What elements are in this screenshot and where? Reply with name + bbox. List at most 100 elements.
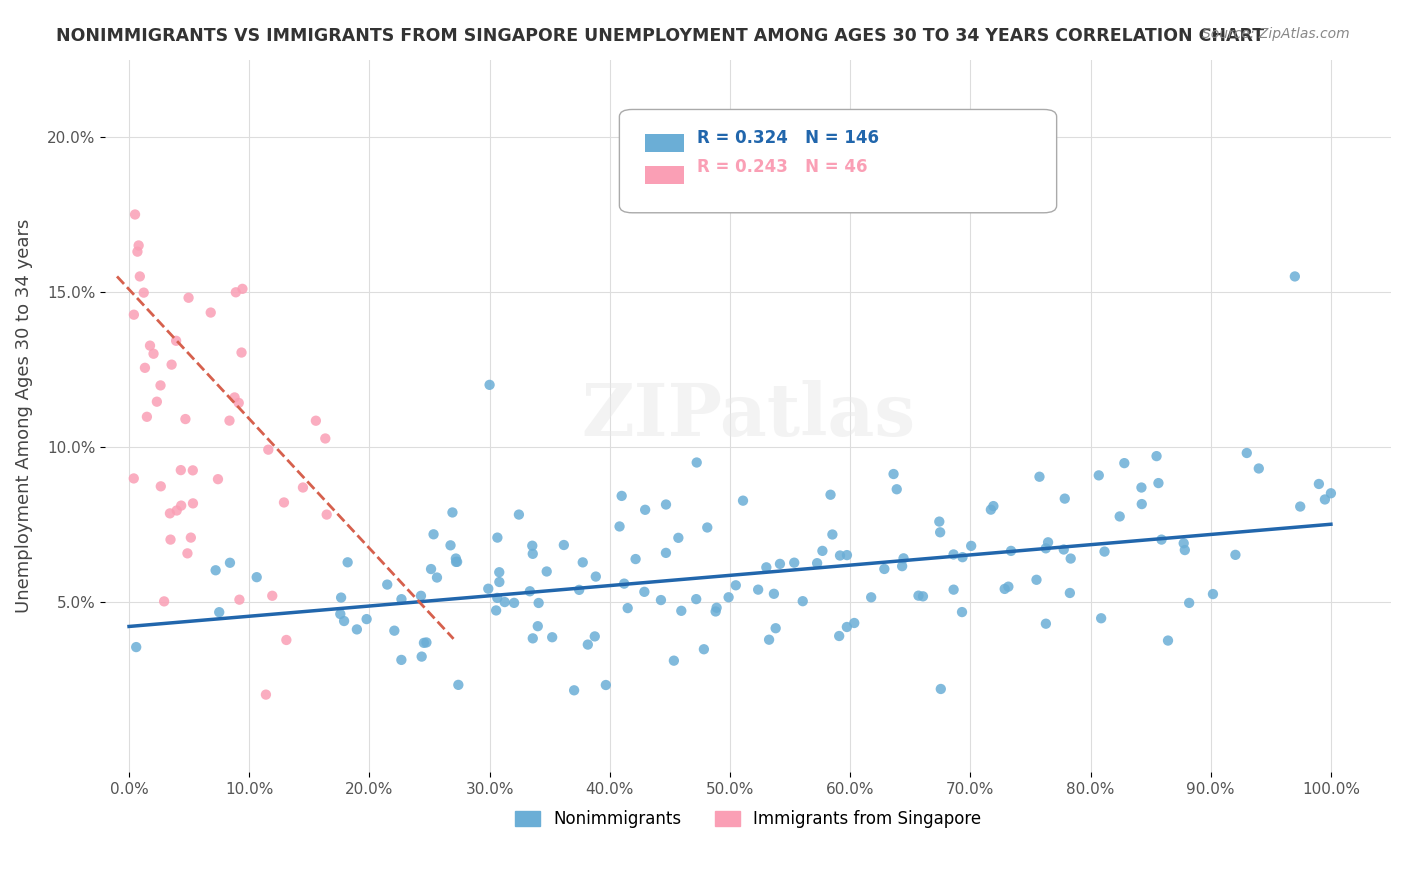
Point: [125, 640, 148, 654]
Point: [477, 582, 499, 596]
Point: [526, 619, 548, 633]
Point: [952, 550, 974, 565]
Point: [1146, 449, 1168, 463]
Point: [329, 607, 352, 621]
Point: [765, 621, 787, 635]
Point: [315, 508, 337, 522]
Point: [1035, 616, 1057, 631]
Point: [821, 527, 844, 541]
Point: [228, 592, 250, 607]
Point: [441, 506, 464, 520]
Point: [219, 556, 242, 570]
Point: [333, 614, 356, 628]
Point: [1147, 476, 1170, 491]
Point: [671, 604, 693, 618]
Point: [165, 334, 187, 348]
Point: [330, 591, 353, 605]
Point: [128, 269, 150, 284]
Point: [177, 291, 200, 305]
Point: [128, 238, 150, 252]
Point: [1150, 533, 1173, 547]
Point: [553, 538, 575, 552]
Point: [1025, 573, 1047, 587]
Point: [980, 502, 1002, 516]
Point: [844, 615, 866, 630]
Point: [997, 580, 1019, 594]
Point: [159, 507, 181, 521]
Point: [1313, 492, 1336, 507]
Point: [1157, 633, 1180, 648]
Point: [127, 244, 149, 259]
Point: [706, 600, 728, 615]
Point: [444, 555, 467, 569]
Point: [696, 520, 718, 534]
Point: [446, 555, 468, 569]
Point: [444, 551, 467, 566]
Point: [893, 551, 915, 566]
Point: [488, 574, 510, 589]
Point: [811, 544, 834, 558]
Point: [828, 629, 851, 643]
Point: [382, 624, 405, 638]
Point: [254, 688, 277, 702]
Point: [153, 594, 176, 608]
Point: [747, 582, 769, 597]
Point: [595, 678, 617, 692]
Point: [170, 499, 193, 513]
Point: [610, 489, 633, 503]
Point: [806, 556, 828, 570]
Point: [1308, 477, 1330, 491]
Point: [447, 678, 470, 692]
Point: [1178, 596, 1201, 610]
Text: R = 0.324   N = 146: R = 0.324 N = 146: [696, 129, 879, 147]
Point: [724, 578, 747, 592]
Point: [571, 555, 593, 569]
Point: [783, 556, 806, 570]
Point: [305, 414, 328, 428]
Point: [200, 305, 222, 319]
Point: [262, 589, 284, 603]
Point: [159, 533, 181, 547]
Point: [1087, 468, 1109, 483]
Point: [174, 412, 197, 426]
Point: [960, 539, 983, 553]
Point: [1000, 544, 1022, 558]
Point: [1225, 548, 1247, 562]
Y-axis label: Unemployment Among Ages 30 to 34 years: Unemployment Among Ages 30 to 34 years: [15, 219, 32, 613]
Point: [616, 601, 638, 615]
Point: [568, 582, 591, 597]
Point: [655, 546, 678, 560]
Point: [907, 589, 929, 603]
Point: [1060, 551, 1083, 566]
Point: [413, 636, 436, 650]
Point: [1090, 611, 1112, 625]
Point: [1053, 542, 1076, 557]
Point: [149, 479, 172, 493]
Point: [149, 378, 172, 392]
Point: [650, 593, 672, 607]
Point: [1059, 586, 1081, 600]
Point: [1036, 535, 1059, 549]
Point: [420, 562, 443, 576]
Point: [224, 391, 246, 405]
Point: [519, 584, 541, 599]
Text: Source: ZipAtlas.com: Source: ZipAtlas.com: [1202, 27, 1350, 41]
Point: [950, 605, 973, 619]
Point: [486, 591, 509, 605]
Point: [983, 499, 1005, 513]
Point: [717, 591, 740, 605]
Point: [486, 531, 509, 545]
Point: [1202, 587, 1225, 601]
Point: [257, 442, 280, 457]
Point: [835, 620, 858, 634]
Point: [488, 566, 510, 580]
Text: NONIMMIGRANTS VS IMMIGRANTS FROM SINGAPORE UNEMPLOYMENT AMONG AGES 30 TO 34 YEAR: NONIMMIGRANTS VS IMMIGRANTS FROM SINGAPO…: [56, 27, 1264, 45]
Point: [994, 582, 1017, 596]
Point: [942, 582, 965, 597]
Point: [346, 623, 368, 637]
Bar: [645, 135, 683, 153]
Point: [522, 632, 544, 646]
Point: [1289, 500, 1312, 514]
Point: [929, 525, 952, 540]
Point: [1236, 446, 1258, 460]
